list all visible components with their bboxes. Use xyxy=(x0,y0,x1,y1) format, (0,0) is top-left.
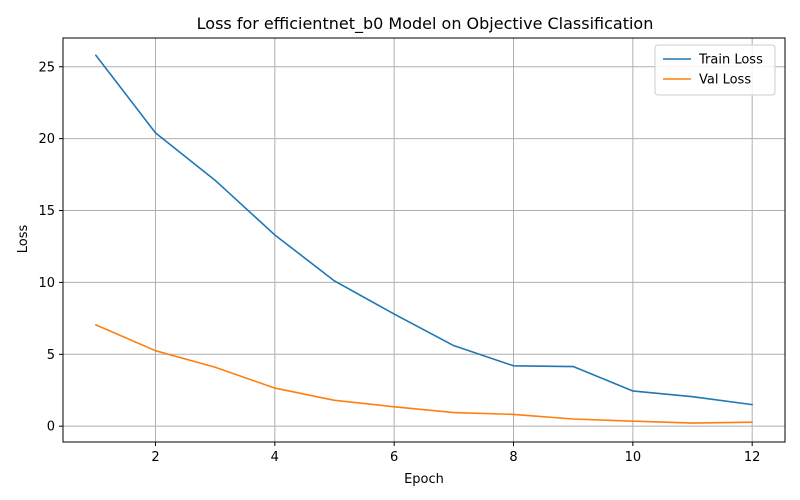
x-tick-label: 2 xyxy=(151,450,159,465)
x-tick-label: 4 xyxy=(271,450,279,465)
plot-frame xyxy=(62,37,786,443)
y-tick-label: 20 xyxy=(38,132,55,147)
y-tick-label: 5 xyxy=(47,348,55,363)
x-tick-label: 10 xyxy=(625,450,642,465)
x-axis-label: Epoch xyxy=(404,472,444,487)
x-tick-label: 6 xyxy=(390,450,398,465)
y-tick-label: 10 xyxy=(38,276,55,291)
y-tick-label: 15 xyxy=(38,204,55,219)
x-tick-label: 8 xyxy=(509,450,517,465)
y-tick-label: 0 xyxy=(47,420,55,435)
axis-ticks: 2 4 6 8 10 12 0 5 10 15 20 25 xyxy=(38,60,760,465)
series-line-train-loss xyxy=(95,54,753,406)
series-lines xyxy=(95,54,753,424)
legend-label: Val Loss xyxy=(699,73,751,88)
series-line-val-loss xyxy=(95,324,753,424)
chart-title: Loss for efficientnet_b0 Model on Object… xyxy=(197,14,654,34)
y-axis-label: Loss xyxy=(16,225,31,254)
y-tick-label: 25 xyxy=(38,60,55,75)
legend-box xyxy=(654,44,776,96)
grid-lines xyxy=(63,38,785,442)
x-tick-label: 12 xyxy=(744,450,761,465)
legend-label: Train Loss xyxy=(698,53,763,68)
legend: Train Loss Val Loss xyxy=(654,44,776,96)
